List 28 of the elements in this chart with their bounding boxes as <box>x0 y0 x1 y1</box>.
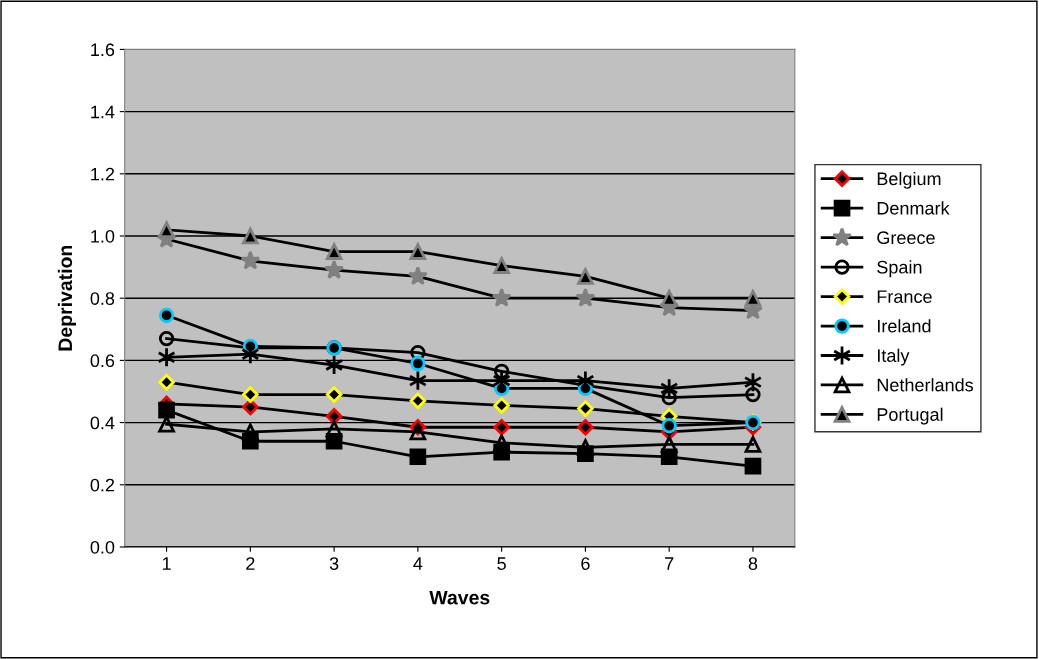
y-tick-label: 1.4 <box>91 105 115 119</box>
y-tick-label: 0.6 <box>90 354 115 368</box>
legend-label: Denmark <box>877 201 950 215</box>
x-tick-label: 8 <box>748 557 758 570</box>
legend-label: Italy <box>878 348 910 366</box>
x-tick-label: 3 <box>329 557 339 570</box>
legend-label: Portugal <box>877 407 943 425</box>
y-tick-label: 0.4 <box>90 416 115 430</box>
y-tick-label: 1.2 <box>91 167 115 181</box>
x-tick-label: 5 <box>497 557 506 570</box>
y-tick-label: 0.0 <box>90 540 115 554</box>
y-tick-label: 1.6 <box>91 43 115 57</box>
x-tick-label: 4 <box>413 557 423 570</box>
legend-label: Spain <box>877 260 922 278</box>
legend-label: Ireland <box>878 319 931 333</box>
legend-label: Greece <box>877 231 935 245</box>
y-axis-title: Deprivation <box>57 245 76 351</box>
legend-label: Belgium <box>877 171 941 189</box>
legend-label: Netherlands <box>877 378 974 392</box>
y-tick-label: 0.8 <box>90 292 115 305</box>
x-axis-title: Waves <box>429 590 490 605</box>
x-tick-label: 6 <box>581 557 590 570</box>
x-tick-label: 2 <box>246 557 255 570</box>
legend-label: France <box>877 290 932 304</box>
y-tick-label: 1.0 <box>91 229 115 243</box>
x-tick-label: 7 <box>665 557 674 570</box>
y-tick-label: 0.2 <box>90 478 115 492</box>
x-tick-label: 1 <box>162 557 171 570</box>
